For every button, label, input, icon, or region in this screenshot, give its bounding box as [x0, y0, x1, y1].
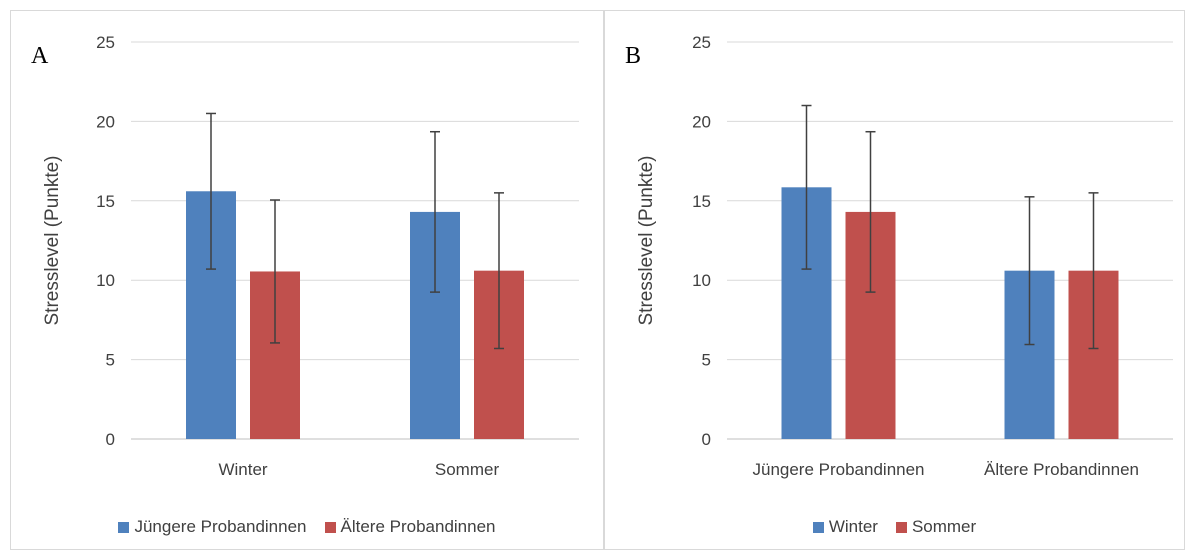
legend-swatch — [812, 521, 824, 533]
y-tick-label: 0 — [702, 430, 711, 449]
legend-item: Sommer — [895, 517, 977, 537]
legend-label: Sommer — [911, 517, 977, 536]
legend-swatch — [118, 521, 130, 533]
legend-label: Jüngere Probandinnen — [134, 517, 307, 536]
chart-panel-b: B 0 5 10 15 20 25 Stresslevel (Punkte) Jüngere … — [604, 10, 1185, 550]
y-tick-label: 20 — [692, 112, 711, 131]
panel-label: A — [31, 43, 49, 69]
y-tick-label: 25 — [692, 33, 711, 52]
legend-label: Ältere Probandinnen — [340, 517, 496, 536]
panel-label: B — [625, 43, 642, 69]
legend-item: Winter — [812, 517, 878, 537]
y-tick-label: 15 — [692, 192, 711, 211]
y-tick-label: 5 — [106, 351, 115, 370]
y-tick-label: 15 — [96, 192, 115, 211]
legend-swatch — [324, 521, 336, 533]
x-tick-label: Winter — [218, 460, 267, 479]
x-tick-label: Sommer — [435, 460, 500, 479]
x-tick-label: Jüngere Probandinnen — [752, 460, 924, 479]
chart-b-plot: 0 5 10 15 20 25 Stresslevel (Punkte) Jüngere Pr… — [636, 33, 1173, 479]
y-tick-label: 10 — [96, 271, 115, 290]
legend: Jüngere Probandinnen Ältere Probandinnen — [11, 517, 603, 537]
legend-item: Jüngere Probandinnen — [118, 517, 307, 537]
y-tick-label: 10 — [692, 271, 711, 290]
y-tick-label: 20 — [96, 112, 115, 131]
y-axis-title: Stresslevel (Punkte) — [42, 155, 63, 325]
legend-swatch — [895, 521, 907, 533]
legend: Winter Sommer — [605, 517, 1184, 537]
y-tick-label: 0 — [106, 430, 115, 449]
legend-label: Winter — [828, 517, 878, 536]
x-tick-label: Ältere Probandinnen — [984, 460, 1139, 479]
chart-panel-a: A 0 5 10 15 20 25 Stresslevel (Punkte) Winter So… — [10, 10, 604, 550]
chart-a-plot: 0 5 10 15 20 25 Stresslevel (Punkte) Winter Somm… — [42, 33, 579, 479]
legend-item: Ältere Probandinnen — [324, 517, 496, 537]
y-axis-title: Stresslevel (Punkte) — [636, 155, 657, 325]
y-tick-label: 25 — [96, 33, 115, 52]
y-tick-label: 5 — [702, 351, 711, 370]
